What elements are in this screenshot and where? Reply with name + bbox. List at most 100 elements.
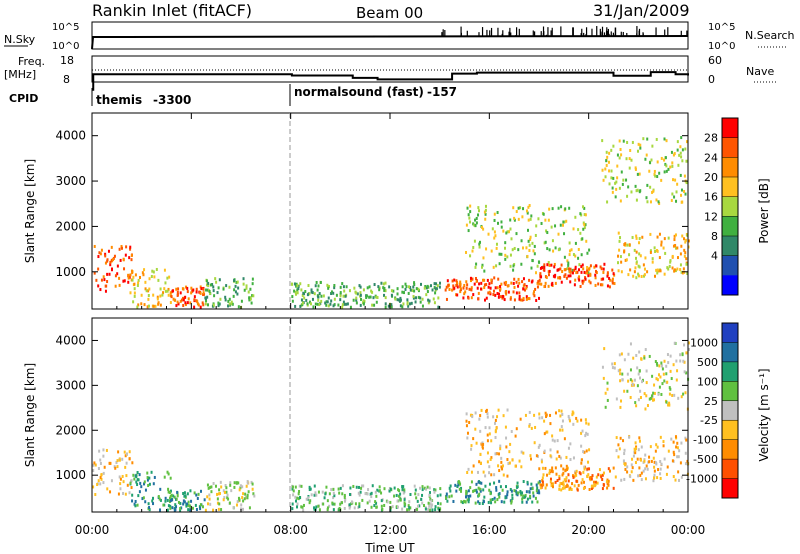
scatter-cell [560, 425, 563, 429]
scatter-cell [186, 301, 189, 305]
scatter-cell [602, 178, 605, 182]
scatter-cell [510, 281, 513, 285]
scatter-cell [486, 412, 489, 416]
scatter-cell [623, 389, 626, 393]
scatter-cell [147, 304, 150, 308]
scatter-cell [549, 480, 552, 484]
velocity-scatter [92, 341, 690, 512]
scatter-cell [654, 360, 657, 364]
scatter-cell [233, 481, 236, 485]
scatter-cell [358, 504, 361, 508]
scatter-cell [632, 454, 635, 458]
scatter-cell [566, 259, 569, 263]
scatter-cell [606, 271, 609, 275]
scatter-cell [316, 302, 319, 306]
scatter-cell [111, 267, 114, 271]
scatter-cell [597, 282, 600, 286]
scatter-cell [568, 249, 571, 253]
scatter-cell [540, 458, 543, 462]
y-tick-label: 2000 [55, 423, 86, 437]
scatter-cell [520, 493, 523, 497]
scatter-cell [626, 194, 629, 198]
scatter-cell [527, 297, 530, 301]
scatter-cell [517, 248, 520, 252]
scatter-cell [499, 287, 502, 291]
scatter-cell [457, 483, 460, 487]
scatter-cell [528, 278, 531, 282]
scatter-cell [658, 364, 661, 368]
scatter-cell [388, 489, 391, 493]
scatter-cell [434, 287, 437, 291]
scatter-cell [494, 286, 497, 290]
scatter-cell [639, 146, 642, 150]
scatter-cell [551, 239, 554, 243]
scatter-cell [609, 278, 612, 282]
scatter-cell [527, 205, 530, 209]
scatter-cell [538, 480, 541, 484]
scatter-cell [137, 278, 140, 282]
scatter-cell [634, 401, 637, 405]
scatter-cell [646, 404, 649, 408]
scatter-cell [486, 433, 489, 437]
scatter-cell [456, 281, 459, 285]
scatter-cell [633, 378, 636, 382]
scatter-cell [493, 218, 496, 222]
scatter-cell [307, 284, 310, 288]
scatter-cell [107, 249, 110, 253]
scatter-cell [218, 488, 221, 492]
scatter-cell [653, 460, 656, 464]
scatter-cell [108, 461, 111, 465]
scatter-cell [656, 235, 659, 239]
scatter-cell [522, 451, 525, 455]
scatter-cell [212, 289, 215, 293]
scatter-cell [419, 486, 422, 490]
scatter-cell [569, 274, 572, 278]
scatter-cell [612, 176, 615, 180]
scatter-cell [565, 276, 568, 280]
scatter-cell [467, 500, 470, 504]
scatter-cell [659, 435, 662, 439]
scatter-cell [687, 245, 690, 249]
scatter-cell [375, 295, 378, 299]
scatter-cell [506, 408, 509, 412]
scatter-cell [563, 437, 566, 441]
scatter-cell [612, 144, 615, 148]
scatter-cell [525, 209, 528, 213]
scatter-cell [99, 482, 102, 486]
scatter-cell [217, 301, 220, 305]
scatter-cell [184, 301, 187, 305]
scatter-cell [623, 243, 626, 247]
scatter-cell [594, 276, 597, 280]
colorbar-segment [722, 323, 738, 343]
scatter-cell [584, 213, 587, 217]
scatter-cell [335, 293, 338, 297]
scatter-cell [685, 351, 688, 355]
scatter-cell [561, 270, 564, 274]
scatter-cell [125, 245, 128, 249]
nsky-label: N.Sky [4, 33, 36, 46]
scatter-cell [212, 303, 215, 307]
scatter-cell [197, 492, 200, 496]
scatter-cell [390, 305, 393, 309]
scatter-cell [199, 507, 202, 511]
scatter-cell [168, 275, 171, 279]
scatter-cell [628, 166, 631, 170]
scatter-cell [382, 286, 385, 290]
scatter-cell [533, 252, 536, 256]
scatter-cell [217, 304, 220, 308]
scatter-cell [555, 457, 558, 461]
scatter-cell [176, 293, 179, 297]
scatter-cell [206, 495, 209, 499]
scatter-cell [298, 484, 301, 488]
scatter-cell [680, 188, 683, 192]
scatter-cell [667, 403, 670, 407]
date-label: 31/Jan/2009 [593, 1, 690, 20]
scatter-cell [206, 303, 209, 307]
scatter-cell [631, 140, 634, 144]
scatter-cell [574, 472, 577, 476]
scatter-cell [604, 167, 607, 171]
scatter-cell [327, 286, 330, 290]
scatter-cell [674, 233, 677, 237]
scatter-cell [509, 218, 512, 222]
scatter-cell [558, 474, 561, 478]
